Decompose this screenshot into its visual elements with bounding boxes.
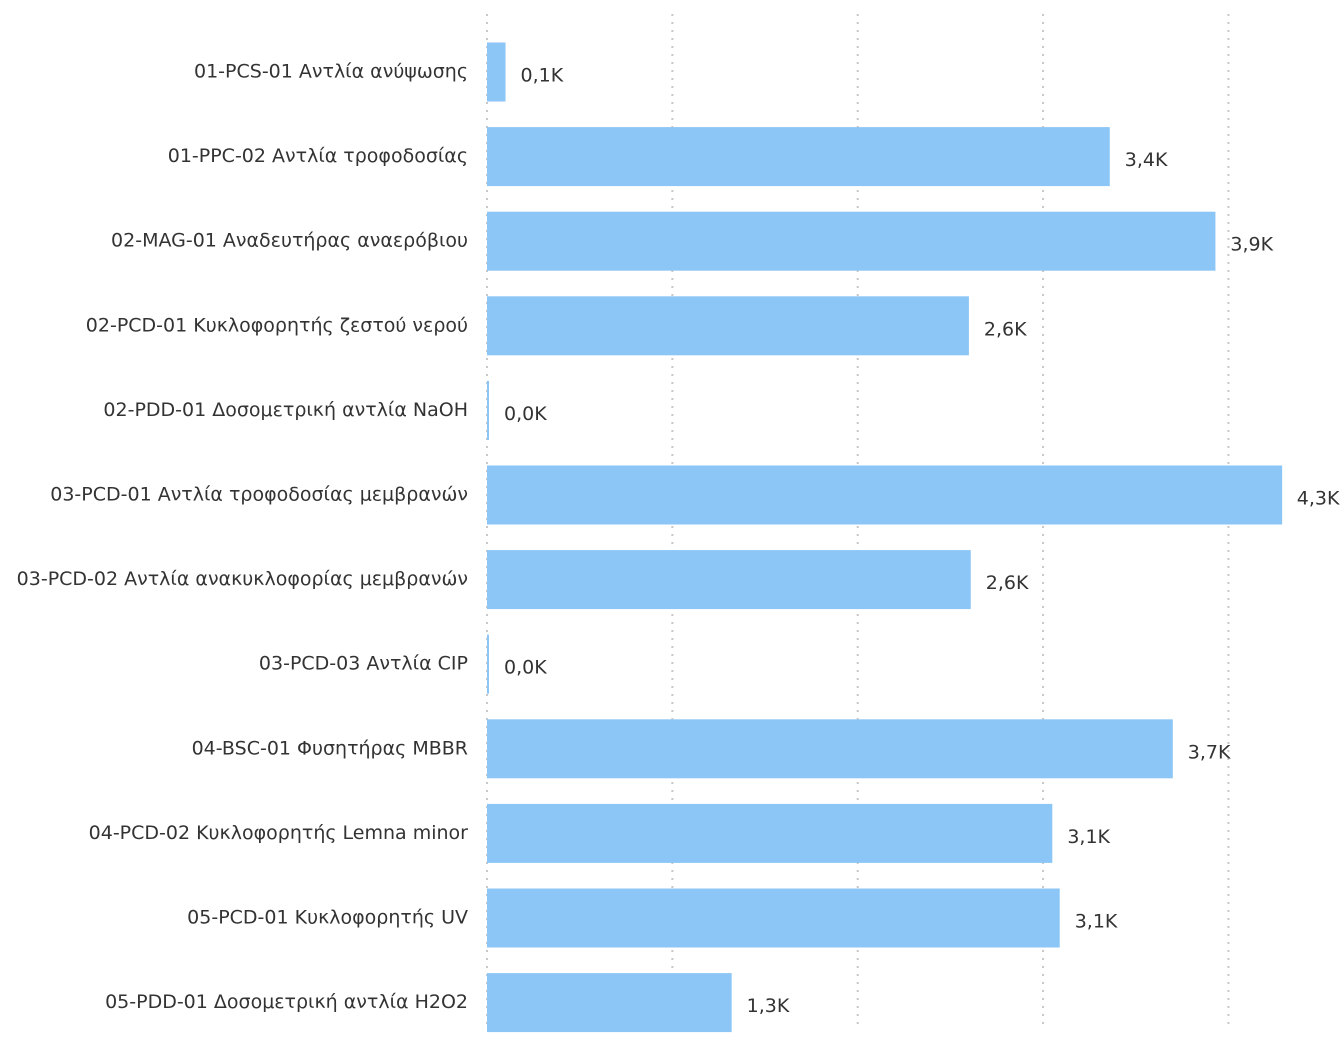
category-label: 01-PCS-01 Αντλία ανύψωσης (194, 61, 468, 83)
bar[interactable] (487, 973, 732, 1033)
category-label: 02-PDD-01 Δοσομετρική αντλία NaOH (103, 399, 468, 421)
data-label: 2,6K (984, 318, 1027, 340)
data-label: 3,7K (1188, 741, 1231, 763)
bar[interactable] (487, 127, 1110, 187)
bar[interactable] (487, 296, 969, 356)
category-label: 04-BSC-01 Φυσητήρας MBBR (192, 737, 468, 759)
bar[interactable] (487, 550, 971, 610)
category-label: 03-PCD-02 Αντλία ανακυκλοφορίας μεμβρανώ… (17, 568, 468, 590)
data-label: 4,3K (1297, 488, 1340, 510)
data-label: 0,0K (504, 403, 547, 425)
bar[interactable] (487, 803, 1053, 863)
category-label: 02-MAG-01 Αναδευτήρας αναερόβιου (111, 230, 468, 252)
bar[interactable] (487, 211, 1216, 271)
data-labels: 0,1K 3,4K 3,9K 2,6K 0,0K 4,3K 2,6K 0,0K 3,7K 3,1K… (504, 65, 1340, 1018)
category-label: 03-PCD-03 Αντλία CIP (259, 653, 468, 675)
data-label: 3,9K (1230, 234, 1273, 256)
data-label: 0,0K (504, 657, 547, 679)
bar[interactable] (487, 380, 489, 440)
category-label: 05-PDD-01 Δοσομετρική αντλία H2O2 (105, 991, 468, 1013)
data-label: 0,1K (521, 65, 564, 87)
category-label: 02-PCD-01 Κυκλοφορητής ζεστού νερού (86, 314, 468, 336)
data-label: 3,4K (1125, 149, 1168, 171)
category-label: 01-PPC-02 Αντλία τροφοδοσίας (168, 145, 468, 167)
bar[interactable] (487, 888, 1060, 948)
bars (487, 42, 1283, 1033)
category-label: 05-PCD-01 Κυκλοφορητής UV (187, 907, 468, 929)
bar[interactable] (487, 719, 1173, 779)
bar[interactable] (487, 42, 506, 102)
category-label: 03-PCD-01 Αντλία τροφοδοσίας μεμβρανών (50, 484, 468, 506)
category-label: 04-PCD-02 Κυκλοφορητής Lemna minor (89, 822, 469, 844)
category-labels: 01-PCS-01 Αντλία ανύψωσης 01-PPC-02 Αντλί… (17, 61, 469, 1014)
bar[interactable] (487, 465, 1283, 525)
bar[interactable] (487, 634, 489, 694)
data-label: 1,3K (747, 995, 790, 1017)
data-label: 3,1K (1075, 911, 1118, 933)
data-label: 3,1K (1067, 826, 1110, 848)
data-label: 2,6K (986, 572, 1029, 594)
